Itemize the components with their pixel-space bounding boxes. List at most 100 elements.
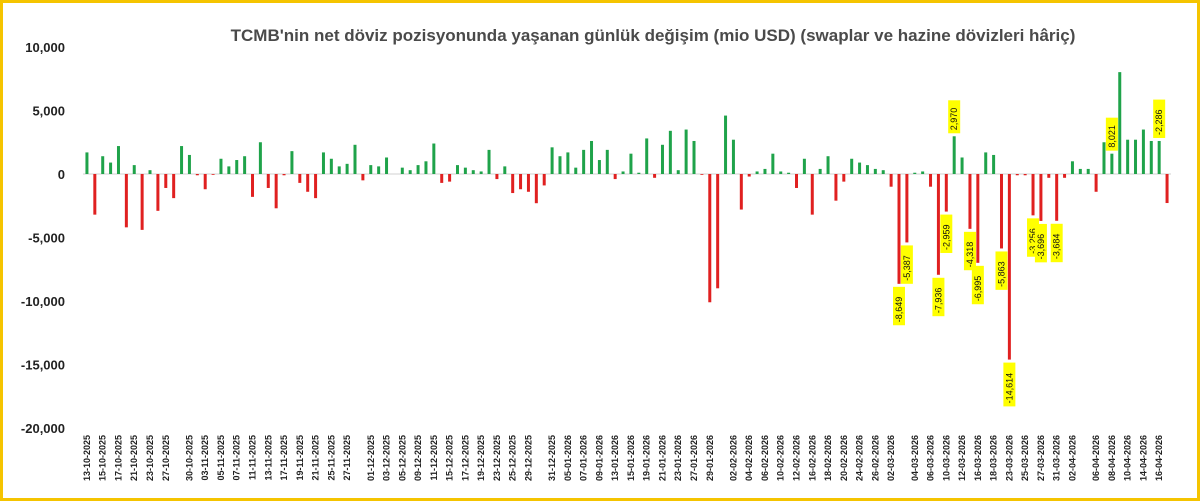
y-tick-label: 10,000 [25, 40, 65, 55]
data-label: -2,959 [940, 214, 953, 253]
bar [511, 174, 515, 194]
bar [369, 165, 373, 174]
bar [274, 174, 278, 209]
bar [440, 174, 444, 183]
x-tick-label: 16-04-2026 [1154, 435, 1164, 481]
bar [180, 146, 184, 174]
bar [968, 174, 972, 229]
x-tick-label: 09-12-2025 [413, 435, 423, 481]
x-tick-label: 31-03-2026 [1052, 435, 1062, 481]
data-label: 8,021 [1105, 117, 1118, 151]
bar [455, 165, 459, 174]
data-label-box [1105, 117, 1118, 151]
bar [684, 129, 688, 174]
data-label-box [948, 100, 961, 134]
bar [1134, 139, 1138, 174]
x-tick-label: 06-04-2026 [1091, 435, 1101, 481]
bar [676, 170, 680, 174]
x-tick-label: 10-02-2026 [776, 435, 786, 481]
bar [258, 142, 262, 174]
x-tick-label: 13-10-2025 [82, 435, 92, 481]
x-tick-label: 05-01-2026 [563, 435, 573, 481]
x-tick-label: 06-02-2026 [760, 435, 770, 481]
x-tick-label: 27-03-2026 [1036, 435, 1046, 481]
bar [495, 174, 499, 180]
bar [921, 171, 925, 174]
bar [692, 140, 696, 174]
x-tick-label: 02-02-2026 [728, 435, 738, 481]
x-tick-label: 07-01-2026 [579, 435, 589, 481]
x-tick-label: 19-01-2026 [642, 435, 652, 481]
x-tick-label: 11-11-2025 [248, 435, 258, 480]
bar [558, 156, 562, 174]
bar [1141, 129, 1145, 174]
bar [944, 174, 948, 212]
x-tick-label: 25-11-2025 [326, 435, 336, 481]
x-tick-label: 04-03-2026 [910, 435, 920, 481]
bar [629, 153, 633, 174]
bar [1007, 174, 1011, 360]
y-tick-label: -5,000 [28, 231, 65, 246]
data-label-text: -3,684 [1052, 234, 1062, 260]
x-tick-label: 24-02-2026 [855, 435, 865, 481]
x-tick-label: 21-11-2025 [311, 435, 321, 481]
data-label: -4,318 [963, 231, 976, 271]
x-tick-label: 05-12-2025 [397, 435, 407, 481]
data-label-text: -5,863 [996, 261, 1006, 287]
bar [724, 115, 728, 174]
bar [637, 172, 641, 174]
data-label-text: -3,696 [1036, 234, 1046, 260]
x-tick-label: 03-11-2025 [200, 435, 210, 481]
bar [826, 156, 830, 174]
bar [976, 174, 980, 263]
data-label: -5,387 [900, 245, 913, 284]
bar [739, 174, 743, 210]
y-tick-label: 5,000 [32, 104, 65, 119]
bar [448, 174, 452, 182]
bar [400, 167, 404, 174]
bar-series [85, 72, 1169, 360]
bar [1047, 174, 1051, 178]
bar [716, 174, 720, 289]
bar [842, 174, 846, 182]
bar [124, 174, 128, 228]
data-label-box [900, 245, 913, 284]
x-tick-label: 08-04-2026 [1107, 435, 1117, 481]
x-tick-label: 14-04-2026 [1138, 435, 1148, 481]
x-tick-label: 26-02-2026 [870, 435, 880, 481]
bar [574, 167, 578, 174]
bar [763, 168, 767, 174]
bar [858, 162, 862, 174]
x-tick-label: 16-02-2026 [807, 435, 817, 481]
data-label: -3,684 [1050, 223, 1063, 263]
bar [865, 165, 869, 174]
bar [1031, 174, 1035, 216]
bar [519, 174, 523, 190]
bar [243, 156, 247, 174]
bar [542, 174, 546, 186]
bar [361, 174, 365, 181]
bar [479, 171, 483, 174]
data-label: -14,614 [1003, 362, 1016, 407]
bar [810, 174, 814, 215]
data-label-text: 8,021 [1107, 125, 1117, 148]
bar [700, 174, 704, 175]
chart-title: TCMB'nin net döviz pozisyonunda yaşanan … [231, 26, 1076, 45]
bar [590, 140, 594, 174]
x-tick-label: 13-01-2026 [610, 435, 620, 481]
bar [1157, 140, 1161, 174]
bar [526, 174, 530, 192]
data-label: -6,995 [971, 265, 984, 305]
x-tick-label: 29-01-2026 [705, 435, 715, 481]
x-tick-label: 02-04-2026 [1067, 435, 1077, 481]
bar [1070, 161, 1074, 174]
x-tick-label: 20-02-2026 [839, 435, 849, 481]
x-tick-label: 12-02-2026 [792, 435, 802, 481]
bar [1015, 174, 1019, 176]
y-tick-label: -20,000 [21, 421, 65, 436]
bar [1078, 168, 1082, 174]
bar [613, 174, 617, 180]
x-tick-label: 25-03-2026 [1020, 435, 1030, 481]
bar [329, 158, 333, 174]
